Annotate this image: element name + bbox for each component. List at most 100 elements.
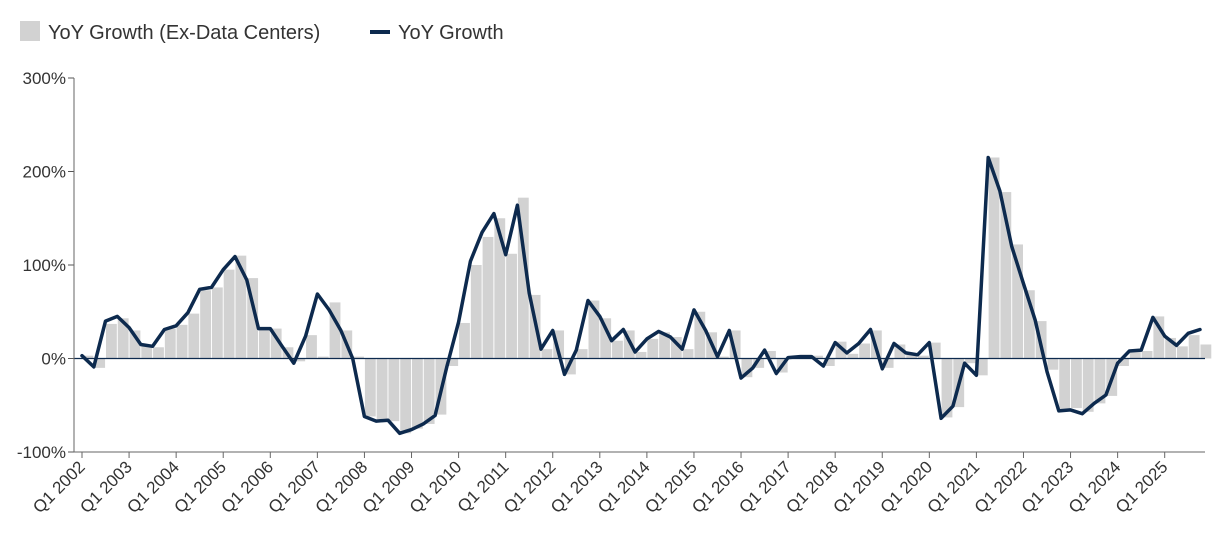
line-point [1152, 316, 1154, 318]
line-point [1069, 409, 1072, 411]
line-point [658, 330, 660, 332]
bar [211, 287, 223, 359]
line-point [634, 351, 636, 353]
line-point [234, 255, 236, 258]
bar [1000, 192, 1012, 359]
bar [459, 322, 470, 359]
line-point [622, 328, 624, 331]
line-point [763, 349, 766, 351]
bar [506, 253, 517, 359]
bar [1047, 358, 1059, 370]
line-point [375, 420, 377, 422]
line-point [787, 356, 789, 359]
line-point [563, 373, 566, 375]
line-point [187, 312, 189, 314]
bar [753, 358, 765, 368]
line-point [516, 204, 519, 206]
bar [106, 323, 117, 359]
bar [1188, 335, 1200, 359]
bar [741, 358, 753, 378]
line-point [410, 428, 413, 431]
line-point [752, 367, 754, 369]
bar [141, 345, 153, 359]
bar [894, 344, 906, 359]
bar [906, 353, 918, 359]
line-point [328, 309, 330, 311]
line-point [799, 356, 801, 358]
line-point [705, 329, 707, 332]
line-point [552, 329, 554, 332]
line-point [1093, 402, 1095, 404]
line-point [269, 327, 271, 330]
line-point [575, 349, 577, 351]
line-point [681, 348, 683, 350]
line-point [222, 269, 224, 271]
bar [353, 356, 364, 359]
line-point [1105, 394, 1107, 396]
x-tick-label: Q1 2025 [1112, 457, 1172, 517]
bar [494, 218, 506, 359]
y-tick-label: 200% [23, 163, 66, 182]
line-point [493, 212, 495, 215]
bar [1094, 358, 1106, 404]
y-axis: 300% 200% 100% 0% -100% [17, 69, 74, 462]
bar [517, 197, 529, 359]
bar [847, 353, 859, 359]
line-point [528, 292, 530, 294]
bar [635, 351, 647, 359]
bar [670, 336, 682, 359]
bar [717, 356, 729, 359]
bar [647, 338, 659, 359]
bar [364, 358, 376, 417]
line-point [540, 348, 542, 350]
bar [388, 358, 400, 422]
line-point [822, 365, 825, 367]
line-point [869, 328, 872, 331]
bar [976, 358, 988, 376]
bar [294, 358, 306, 362]
line-point [905, 352, 907, 354]
bar [117, 318, 129, 359]
line-point [728, 329, 730, 332]
line-point [505, 254, 507, 256]
bar [223, 269, 235, 359]
line-point [940, 417, 942, 419]
legend: YoY Growth (Ex-Data Centers) YoY Growth [20, 21, 504, 44]
bar [694, 311, 706, 359]
line-point [916, 354, 919, 356]
line-point [1187, 332, 1189, 334]
bar [400, 358, 412, 434]
line-point [893, 342, 895, 345]
x-tick-label: Q1 2010 [406, 457, 466, 517]
y-tick-label: 0% [41, 350, 66, 369]
line-point [975, 374, 978, 376]
line-point [387, 419, 389, 421]
line-point [1128, 350, 1130, 352]
line-point [1117, 362, 1119, 364]
bar [470, 265, 482, 359]
bar [270, 328, 282, 359]
bar [1012, 244, 1024, 359]
bar [659, 332, 670, 359]
line-point [846, 352, 848, 354]
line-point [716, 356, 719, 358]
line-point [646, 338, 648, 340]
line-point [599, 315, 601, 318]
bar [482, 236, 494, 359]
bar [329, 302, 341, 359]
line-point [964, 362, 966, 364]
bar [553, 330, 565, 359]
line-point [999, 190, 1001, 192]
line-point [81, 355, 83, 357]
line-point [858, 342, 860, 345]
line-series [80, 155, 1202, 436]
bar [306, 335, 317, 359]
bar [1118, 358, 1129, 366]
line-point [305, 335, 307, 337]
line-point [693, 309, 695, 311]
bar [988, 157, 1000, 359]
bar [200, 290, 211, 359]
bar [1023, 290, 1035, 359]
